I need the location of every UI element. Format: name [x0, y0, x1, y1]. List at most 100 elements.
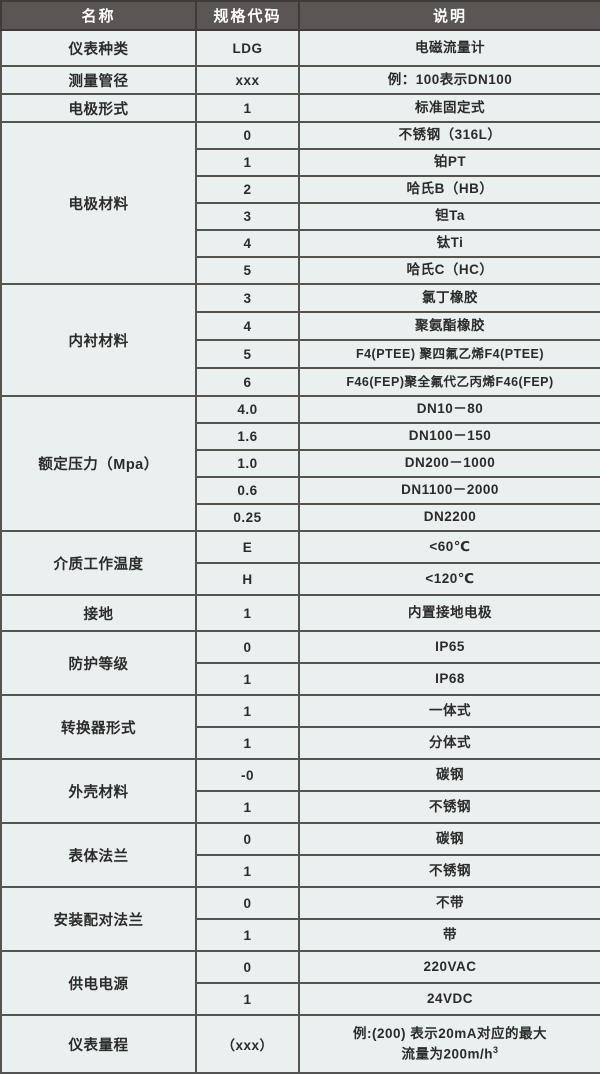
spec-code: 0: [195, 822, 300, 856]
table-row: 供电电源 0 220VAC: [0, 950, 600, 1016]
spec-code: 5: [195, 339, 300, 369]
table-row: 防护等级 0 IP65: [0, 630, 600, 696]
table-row: 0.6 DN1100－2000: [1, 476, 600, 505]
spec-code: -0: [195, 758, 300, 792]
table-row: 转换器形式 1 一体式: [0, 694, 600, 760]
table-header: 名称 规格代码 说明: [0, 0, 600, 31]
table-row: 仪表种类 LDG 电磁流量计: [0, 29, 600, 67]
spec-code: 1: [195, 790, 300, 824]
spec-code: LDG: [195, 29, 300, 67]
group-name-medium-temperature: 介质工作温度: [0, 530, 197, 596]
spec-code: 4: [195, 311, 300, 341]
spec-code: 1: [195, 694, 300, 728]
spec-description-range: 例:(200) 表示20mA对应的最大 流量为200m/h3: [298, 1014, 600, 1074]
range-desc-line2-superscript: 3: [493, 1044, 499, 1055]
column-header-name: 名称: [0, 0, 197, 31]
spec-description: 标准固定式: [298, 93, 600, 123]
table-row: 0.25 DN2200: [1, 503, 600, 532]
spec-description: 例：100表示DN100: [298, 65, 600, 95]
group-name-housing-material: 外壳材料: [0, 758, 197, 824]
spec-code: 1: [195, 662, 300, 696]
spec-code: 1: [195, 148, 300, 177]
group-name-body-flange: 表体法兰: [0, 822, 197, 888]
spec-code: 1: [195, 726, 300, 760]
spec-description: 钛Ti: [298, 229, 600, 258]
spec-code: 1: [195, 93, 300, 123]
spec-description: 氯丁橡胶: [298, 283, 600, 313]
spec-description: 分体式: [298, 726, 600, 760]
spec-description: 不锈钢: [298, 790, 600, 824]
spec-code: 4.0: [195, 395, 300, 424]
table-row: 表体法兰 0 碳钢: [0, 822, 600, 888]
range-desc-line2-unit: /h: [480, 1046, 493, 1062]
spec-description: DN200－1000: [298, 449, 600, 478]
spec-code: 1: [195, 918, 300, 952]
spec-code: 4: [195, 229, 300, 258]
table-row: 1 带: [1, 918, 600, 952]
table-row: 介质工作温度 E <60℃: [0, 530, 600, 596]
spec-description: 哈氏B（HB）: [298, 175, 600, 204]
spec-code: xxx: [195, 65, 300, 95]
spec-code: 1: [195, 982, 300, 1016]
table-row: 额定压力（Mpa） 4.0 DN10－80: [0, 395, 600, 532]
spec-code: 5: [195, 256, 300, 285]
group-name-lining-material: 内衬材料: [0, 283, 197, 397]
spec-description: DN2200: [298, 503, 600, 532]
group-name-electrode-material: 电极材料: [0, 121, 197, 285]
group-name-mating-flange: 安装配对法兰: [0, 886, 197, 952]
spec-description: 哈氏C（HC）: [298, 256, 600, 285]
spec-description: 电磁流量计: [298, 29, 600, 67]
table-row: H <120℃: [1, 562, 600, 596]
table-row: 1.6 DN100－150: [1, 422, 600, 451]
spec-code: 6: [195, 367, 300, 397]
spec-description: F46(FEP)聚全氟代乙丙烯F46(FEP): [298, 367, 600, 397]
table-row: 3 钽Ta: [1, 202, 600, 231]
table-row: 1.0 DN200－1000: [1, 449, 600, 478]
table-row: 测量管径 xxx 例：100表示DN100: [0, 65, 600, 95]
table-row: 1 IP68: [1, 662, 600, 696]
spec-code: 2: [195, 175, 300, 204]
group-name-measuring-diameter: 测量管径: [0, 65, 197, 95]
table-row: 5 哈氏C（HC）: [1, 256, 600, 285]
group-name-protection-grade: 防护等级: [0, 630, 197, 696]
spec-description: F4(PTEE) 聚四氟乙烯F4(PTEE): [298, 339, 600, 369]
table-row: 1 不锈钢: [1, 790, 600, 824]
group-name-instrument-type: 仪表种类: [0, 29, 197, 67]
spec-description: <60℃: [298, 530, 600, 564]
spec-description: 碳钢: [298, 822, 600, 856]
table-row: 1 分体式: [1, 726, 600, 760]
spec-code: 3: [195, 283, 300, 313]
spec-code: 0: [195, 121, 300, 150]
spec-description: 220VAC: [298, 950, 600, 984]
spec-description: 一体式: [298, 694, 600, 728]
table-row: 仪表量程 （xxx） 例:(200) 表示20mA对应的最大 流量为200m/h…: [0, 1014, 600, 1074]
spec-description: 聚氨酯橡胶: [298, 311, 600, 341]
spec-code: 0.25: [195, 503, 300, 532]
table-row: 电极形式 1 标准固定式: [0, 93, 600, 123]
spec-description: DN10－80: [298, 395, 600, 424]
spec-description: 不锈钢（316L）: [298, 121, 600, 150]
spec-description: 钽Ta: [298, 202, 600, 231]
table-row: 4 聚氨酯橡胶: [1, 311, 600, 341]
spec-description: IP68: [298, 662, 600, 696]
spec-code: E: [195, 530, 300, 564]
table-row: 内衬材料 3 氯丁橡胶: [0, 283, 600, 397]
spec-code: 1.0: [195, 449, 300, 478]
table-row: 外壳材料 -0 碳钢: [0, 758, 600, 824]
spec-code: 1: [195, 854, 300, 888]
table-row: 安装配对法兰 0 不带: [0, 886, 600, 952]
range-desc-line1: 例:(200) 表示20mA对应的最大: [352, 1025, 548, 1041]
group-name-grounding: 接地: [0, 594, 197, 632]
group-name-instrument-range: 仪表量程: [0, 1014, 197, 1074]
table-row: 6 F46(FEP)聚全氟代乙丙烯F46(FEP): [1, 367, 600, 397]
spec-description: 带: [298, 918, 600, 952]
group-name-power-supply: 供电电源: [0, 950, 197, 1016]
spec-code: 0: [195, 950, 300, 984]
spec-description: <120℃: [298, 562, 600, 596]
spec-code: 1.6: [195, 422, 300, 451]
group-name-converter-type: 转换器形式: [0, 694, 197, 760]
table-row: 4 钛Ti: [1, 229, 600, 258]
table-body: 仪表种类 LDG 电磁流量计 测量管径 xxx 例：100表示DN100 电极形…: [0, 29, 600, 1074]
spec-code: 0: [195, 886, 300, 920]
